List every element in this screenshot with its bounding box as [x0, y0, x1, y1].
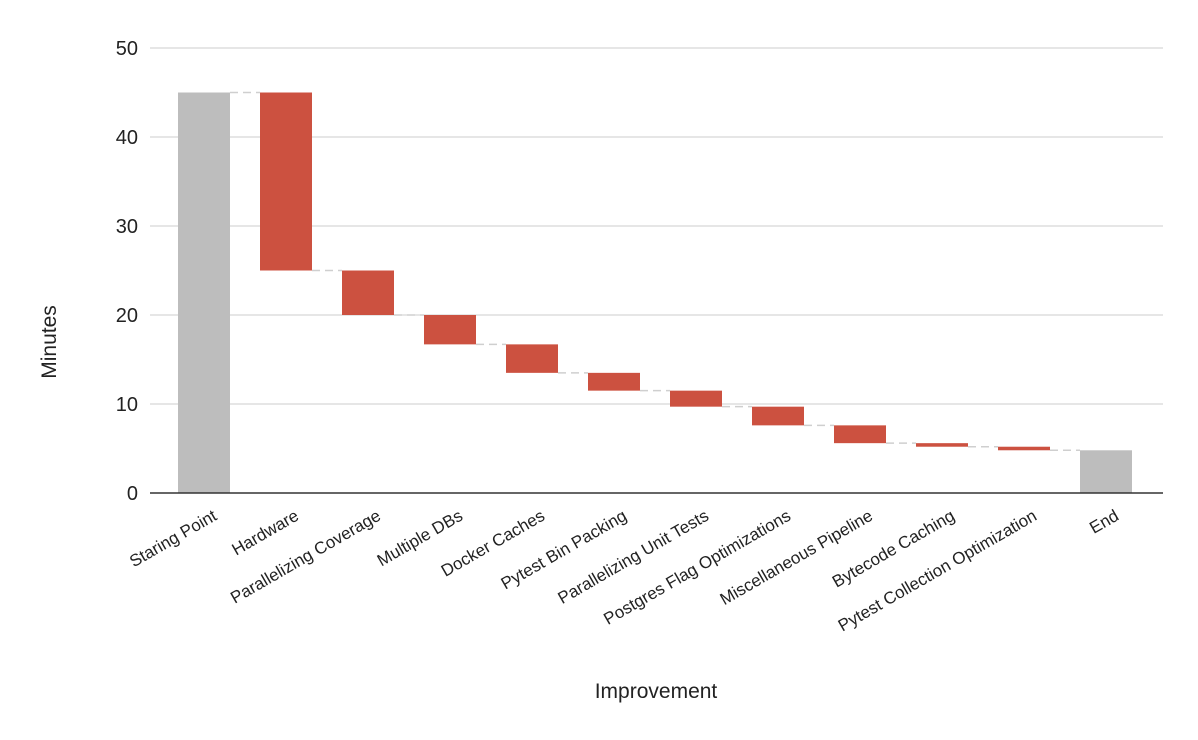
- bars: [178, 92, 1132, 493]
- y-tick-label: 0: [127, 483, 138, 505]
- decrease-bar: [506, 344, 558, 373]
- x-axis-title: Improvement: [595, 680, 718, 703]
- category-label: Parallelizing Coverage: [227, 506, 384, 608]
- y-tick-label: 40: [116, 127, 138, 149]
- y-tick-label: 10: [116, 394, 138, 416]
- decrease-bar: [588, 372, 640, 391]
- category-label: End: [1086, 506, 1122, 538]
- decrease-bar: [752, 406, 804, 426]
- y-tick-label: 50: [116, 38, 138, 60]
- decrease-bar: [916, 443, 968, 447]
- y-tick-label: 30: [116, 216, 138, 238]
- category-label: Miscellaneous Pipeline: [717, 506, 876, 609]
- gridlines: [150, 47, 1163, 405]
- total-bar: [178, 92, 230, 493]
- decrease-bar: [424, 315, 476, 345]
- category-label: Hardware: [229, 506, 302, 559]
- total-bar: [1080, 450, 1132, 493]
- y-axis-title: Minutes: [38, 305, 61, 379]
- decrease-bar: [342, 270, 394, 315]
- decrease-bar: [670, 390, 722, 407]
- connectors: [230, 91, 1080, 452]
- y-tick-labels: 0 10 20 30 40 50: [116, 38, 138, 505]
- decrease-bar: [998, 446, 1050, 451]
- category-label: Staring Point: [126, 506, 220, 571]
- y-tick-label: 20: [116, 305, 138, 327]
- decrease-bar: [834, 425, 886, 444]
- decrease-bar: [260, 92, 312, 271]
